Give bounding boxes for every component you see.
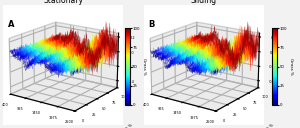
Y-axis label: Grass %: Grass % (142, 58, 146, 75)
Y-axis label: Grass %: Grass % (258, 124, 274, 128)
Title: Sliding: Sliding (191, 0, 217, 5)
Title: Stationary: Stationary (43, 0, 83, 5)
Text: A: A (8, 20, 14, 29)
Y-axis label: Grass %: Grass % (289, 58, 292, 75)
Y-axis label: Grass %: Grass % (117, 124, 134, 128)
Text: B: B (149, 20, 155, 29)
